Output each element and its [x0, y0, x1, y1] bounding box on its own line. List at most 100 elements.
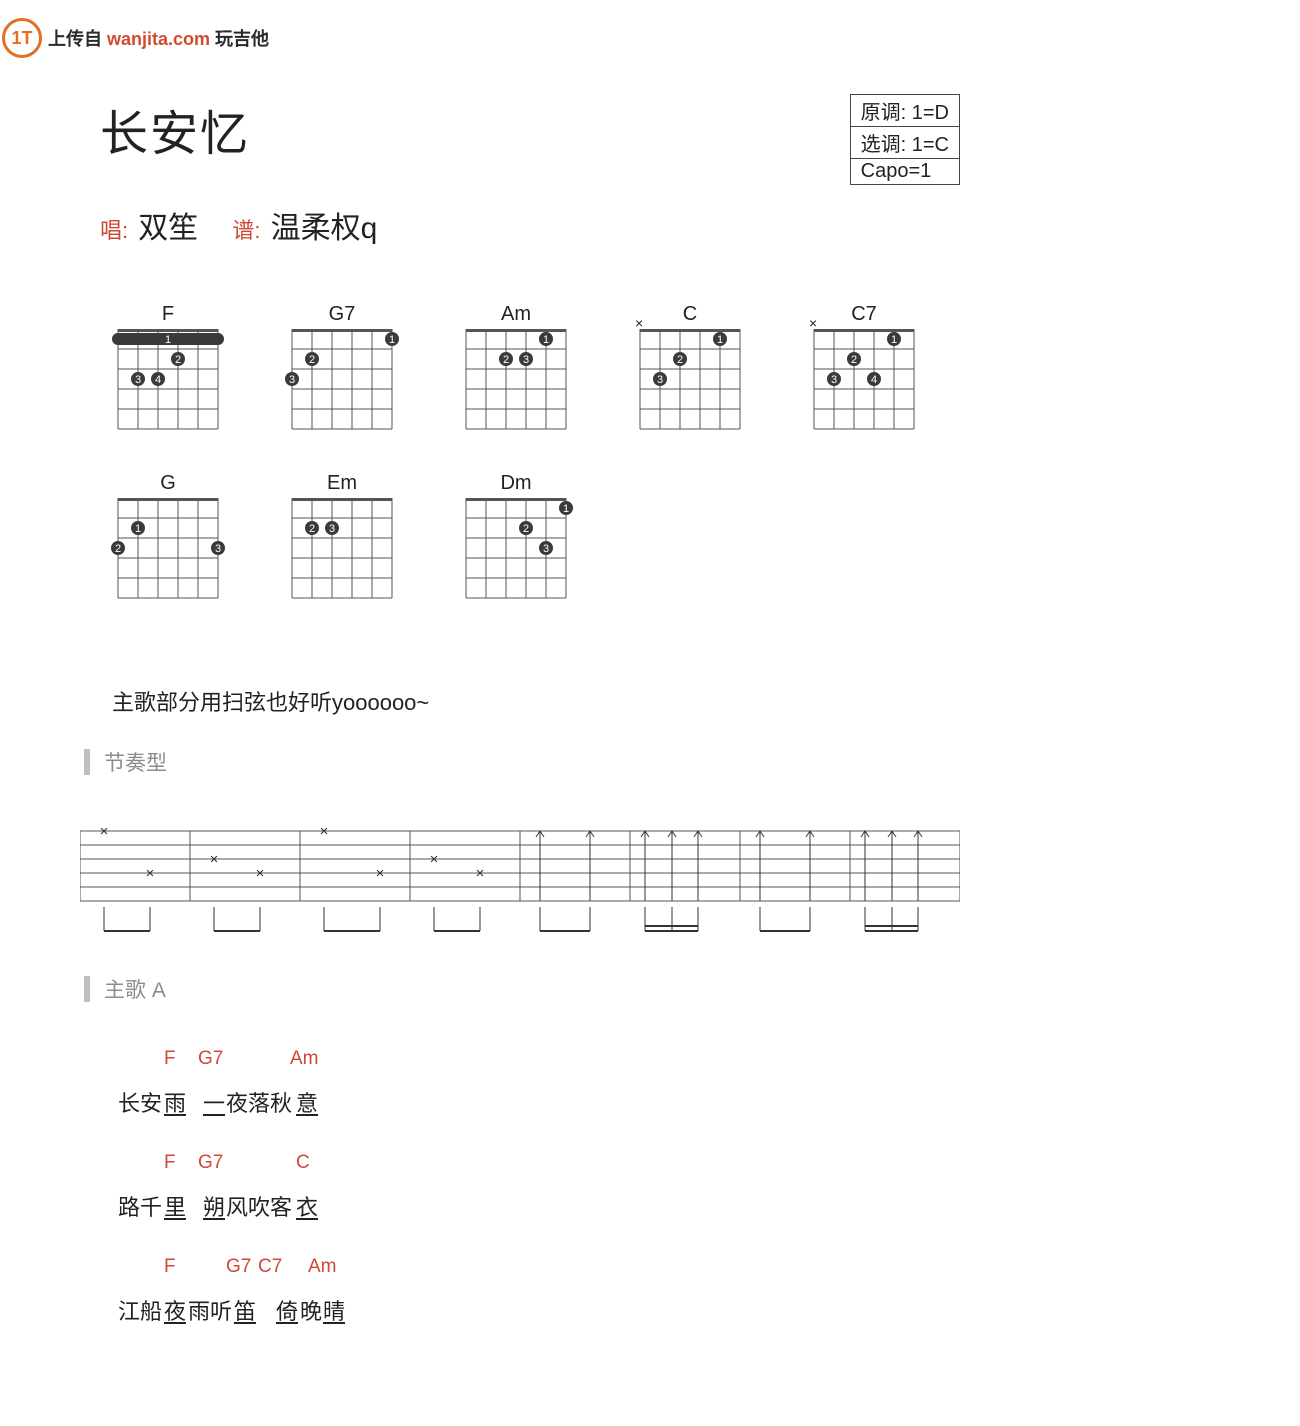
- fretboard: 1234: [106, 329, 230, 446]
- fretboard: ×123: [628, 329, 752, 446]
- lyrics-block: FG7Am长安雨一夜落秋意FG7C路千里朔风吹客衣FG7C7Am江船夜雨听笛倚晚…: [0, 1004, 1040, 1326]
- lyric-syllable: 路千: [118, 1190, 162, 1222]
- header-row: 长安忆 原调: 1=D 选调: 1=C Capo=1: [0, 94, 1040, 185]
- svg-text:3: 3: [289, 374, 295, 386]
- lyric-syllable: 江船: [118, 1294, 162, 1326]
- svg-text:3: 3: [831, 374, 837, 386]
- chord-grid: 1234: [802, 329, 926, 441]
- page: 1T 上传自 wanjita.com 玩吉他 长安忆 原调: 1=D 选调: 1…: [0, 0, 1040, 1366]
- chord-label: Am: [290, 1048, 319, 1070]
- fretboard: 23: [280, 498, 404, 615]
- svg-text:1: 1: [389, 334, 395, 346]
- svg-text:×: ×: [476, 865, 485, 882]
- chord-label: G7: [226, 1256, 251, 1278]
- chord-diagram: C7 ×1234: [802, 303, 926, 446]
- section-label: 主歌 A: [0, 974, 1040, 1004]
- watermark-site: wanjita.com: [107, 29, 210, 49]
- section-text: 主歌 A: [104, 974, 166, 1004]
- lyric-syllable: 意: [296, 1086, 318, 1118]
- chord-name: C7: [851, 303, 877, 326]
- chord-diagram: C ×123: [628, 303, 752, 446]
- chord-diagram: Am 123: [454, 303, 578, 446]
- chord-row: F 1234 G7 123 Am 123 C ×123 C7 ×1234: [106, 303, 1040, 446]
- lyric-syllable: 风吹客: [226, 1190, 292, 1222]
- watermark-text: 上传自 wanjita.com 玩吉他: [48, 25, 269, 51]
- tabber-label: 谱:: [232, 218, 260, 243]
- svg-text:3: 3: [215, 543, 221, 555]
- svg-text:2: 2: [851, 354, 857, 366]
- chord-grid: 123: [454, 329, 578, 441]
- watermark: 1T 上传自 wanjita.com 玩吉他: [0, 18, 1040, 58]
- lyric-line: FG7C7Am江船夜雨听笛倚晚晴: [118, 1256, 1040, 1326]
- fretboard: 1 2 3: [454, 498, 578, 615]
- svg-text:×: ×: [146, 865, 155, 882]
- svg-text:3: 3: [657, 374, 663, 386]
- singer-label: 唱:: [100, 218, 128, 243]
- svg-text:3: 3: [135, 374, 141, 386]
- tabber-name: 温柔权q: [271, 212, 378, 245]
- strumming-pattern: ××××××××: [0, 777, 1040, 944]
- chord-diagram: F 1234: [106, 303, 230, 446]
- lyric-syllable: 衣: [296, 1190, 318, 1222]
- chord-name: G: [160, 472, 176, 495]
- lyric-syllable: 朔: [203, 1190, 225, 1222]
- chord-grid: 123: [106, 498, 230, 610]
- svg-text:×: ×: [256, 865, 265, 882]
- chord-name: F: [162, 303, 174, 326]
- svg-text:×: ×: [100, 825, 109, 840]
- chord-name: Dm: [500, 472, 531, 495]
- chord-grid: 23: [280, 498, 404, 610]
- svg-text:1: 1: [891, 334, 897, 346]
- section-label: 节奏型: [0, 747, 1040, 777]
- chord-label: C7: [258, 1256, 282, 1278]
- lyric-syllable: 晴: [323, 1294, 345, 1326]
- fretboard: 123: [454, 329, 578, 446]
- chord-label: G7: [198, 1048, 223, 1070]
- lyric-syllable: 倚: [276, 1294, 298, 1326]
- fretboard: 123: [106, 498, 230, 615]
- svg-text:3: 3: [523, 354, 529, 366]
- svg-text:2: 2: [175, 354, 181, 366]
- chord-label: Am: [308, 1256, 337, 1278]
- lyric-syllable: 雨: [164, 1086, 186, 1118]
- singer-name: 双笙: [138, 212, 198, 245]
- original-key: 原调: 1=D: [851, 95, 959, 127]
- svg-text:3: 3: [329, 523, 335, 535]
- svg-text:2: 2: [523, 523, 529, 535]
- svg-text:1: 1: [135, 523, 141, 535]
- chord-label: F: [164, 1152, 176, 1174]
- chord-grid: 123: [280, 329, 404, 441]
- section-text: 节奏型: [104, 747, 167, 777]
- lyric-syllable: 雨听: [188, 1294, 232, 1326]
- watermark-post: 玩吉他: [210, 29, 269, 49]
- chord-diagrams: F 1234 G7 123 Am 123 C ×123 C7 ×1234 G 1…: [0, 247, 1040, 615]
- svg-text:2: 2: [677, 354, 683, 366]
- svg-text:×: ×: [430, 851, 439, 868]
- svg-text:3: 3: [543, 543, 549, 555]
- svg-text:1: 1: [543, 334, 549, 346]
- key-box: 原调: 1=D 选调: 1=C Capo=1: [850, 94, 960, 185]
- svg-text:1: 1: [717, 334, 723, 346]
- fretboard: 123: [280, 329, 404, 446]
- chord-name: C: [683, 303, 697, 326]
- section-bar-icon: [84, 976, 90, 1002]
- chord-label: F: [164, 1256, 176, 1278]
- lyric-syllable: 里: [164, 1190, 186, 1222]
- lyric-syllable: 夜: [164, 1294, 186, 1326]
- svg-text:1: 1: [165, 334, 171, 346]
- author-note: 主歌部分用扫弦也好听yoooooo~: [0, 641, 1040, 717]
- fretboard: ×1234: [802, 329, 926, 446]
- svg-text:1: 1: [563, 503, 569, 515]
- lyric-syllable: 晚: [300, 1294, 322, 1326]
- site-logo-icon: 1T: [2, 18, 42, 58]
- strum-tab-svg: ××××××××: [80, 825, 960, 939]
- svg-text:×: ×: [210, 851, 219, 868]
- watermark-pre: 上传自: [48, 29, 107, 49]
- lyric-line: FG7C路千里朔风吹客衣: [118, 1152, 1040, 1222]
- chord-diagram: G 123: [106, 472, 230, 615]
- chord-grid: 1 2 3: [628, 329, 752, 441]
- song-title: 长安忆: [100, 94, 250, 164]
- chord-diagram: Em 23: [280, 472, 404, 615]
- chord-row: G 123 Em 23 Dm 123: [106, 472, 1040, 615]
- credits: 唱: 双笙 谱: 温柔权q: [0, 185, 1040, 247]
